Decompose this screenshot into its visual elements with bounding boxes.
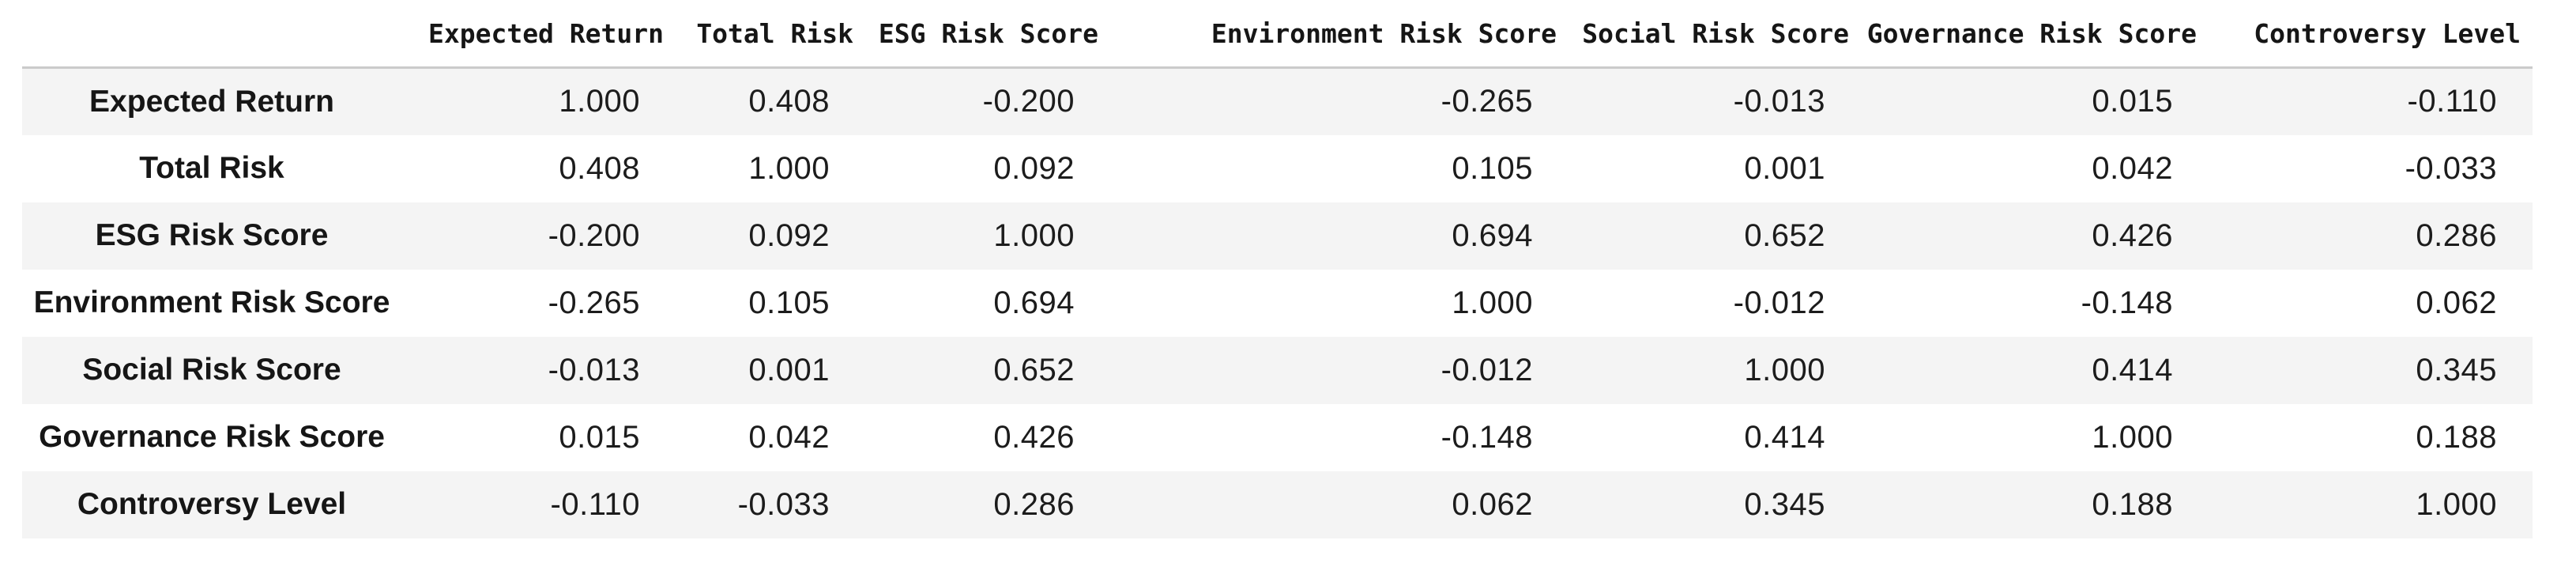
correlation-cell: 0.652 [1744,217,1825,253]
correlation-cell: 0.001 [1744,150,1825,186]
correlation-cell: 0.345 [1744,486,1825,522]
column-header: Environment Risk Score [1110,0,1569,69]
correlation-cell: 0.105 [1452,150,1533,186]
correlation-cell: 0.105 [748,285,830,320]
table-row: Total Risk 0.408 1.000 0.092 0.105 0.001 0.042… [22,134,2533,202]
table-row: ESG Risk Score -0.200 0.092 1.000 0.694 0.652… [22,202,2533,270]
correlation-cell: 0.042 [748,419,830,455]
correlation-cell: -0.033 [2405,150,2497,186]
column-header: Total Risk [676,0,865,69]
correlation-cell: 0.062 [1452,486,1533,522]
correlation-cell: -0.148 [2081,285,2173,320]
correlation-cell: 1.000 [2092,419,2173,455]
correlation-cell: 0.414 [1744,419,1825,455]
table-row: Governance Risk Score 0.015 0.042 0.426 -0.1… [22,403,2533,471]
correlation-cell: 0.286 [2416,217,2497,253]
row-header: ESG Risk Score [95,218,329,252]
correlation-cell: 0.694 [993,285,1075,320]
column-header: Expected Return [401,0,676,69]
correlation-cell: 0.188 [2416,419,2497,455]
table-row: Social Risk Score -0.013 0.001 0.652 -0.012 1… [22,336,2533,404]
correlation-cell: 1.000 [993,217,1075,253]
correlation-cell: 0.345 [2416,352,2497,387]
column-header: Controversy Level [2209,0,2533,69]
column-header: Governance Risk Score [1861,0,2209,69]
correlation-cell: -0.110 [550,486,640,522]
correlation-cell: 0.015 [2092,84,2173,119]
correlation-cell: -0.012 [1441,352,1533,387]
correlation-cell: 0.092 [748,217,830,253]
row-header: Expected Return [89,84,334,119]
row-header: Total Risk [139,151,284,185]
table-row: Controversy Level -0.110 -0.033 0.286 0.062 0… [22,470,2533,538]
correlation-cell: 1.000 [559,84,640,119]
correlation-cell: 0.042 [2092,150,2173,186]
correlation-cell: -0.265 [548,285,640,320]
correlation-cell: 0.188 [2092,486,2173,522]
correlation-cell: 1.000 [1452,285,1533,320]
row-header: Social Risk Score [82,353,341,387]
correlation-cell: -0.265 [1441,84,1533,119]
correlation-cell: -0.013 [1733,84,1825,119]
table-body: Expected Return 1.000 0.408 -0.200 -0.265 -0.… [22,67,2533,538]
correlation-cell: 0.426 [993,419,1075,455]
correlation-cell: -0.012 [1733,285,1825,320]
correlation-cell: 0.408 [748,84,830,119]
correlation-cell: 0.694 [1452,217,1533,253]
correlation-cell: 0.286 [993,486,1075,522]
correlation-cell: -0.110 [2407,84,2497,119]
correlation-cell: -0.148 [1441,419,1533,455]
row-header: Governance Risk Score [39,420,385,454]
correlation-cell: 0.652 [993,352,1075,387]
column-header: ESG Risk Score [865,0,1110,69]
corner-cell [22,0,401,69]
correlation-cell: 0.408 [559,150,640,186]
correlation-cell: 1.000 [2416,486,2497,522]
correlation-cell: 0.001 [748,352,830,387]
correlation-cell: -0.200 [548,217,640,253]
table-row: Environment Risk Score -0.265 0.105 0.694 1.… [22,269,2533,337]
correlation-cell: 0.015 [559,419,640,455]
correlation-cell: 1.000 [1744,352,1825,387]
correlation-cell: 1.000 [748,150,830,186]
correlation-cell: 0.092 [993,150,1075,186]
correlation-matrix-table: Expected Return Total Risk ESG Risk Score E… [22,0,2533,538]
table-header-row: Expected Return Total Risk ESG Risk Score E… [22,0,2533,69]
row-header: Controversy Level [77,487,347,521]
correlation-cell: -0.033 [737,486,830,522]
column-header: Social Risk Score [1569,0,1861,69]
correlation-cell: -0.013 [548,352,640,387]
table-row: Expected Return 1.000 0.408 -0.200 -0.265 -0.… [22,67,2533,135]
row-header: Environment Risk Score [33,285,390,319]
correlation-cell: 0.414 [2092,352,2173,387]
correlation-cell: 0.426 [2092,217,2173,253]
correlation-cell: 0.062 [2416,285,2497,320]
correlation-cell: -0.200 [982,84,1075,119]
